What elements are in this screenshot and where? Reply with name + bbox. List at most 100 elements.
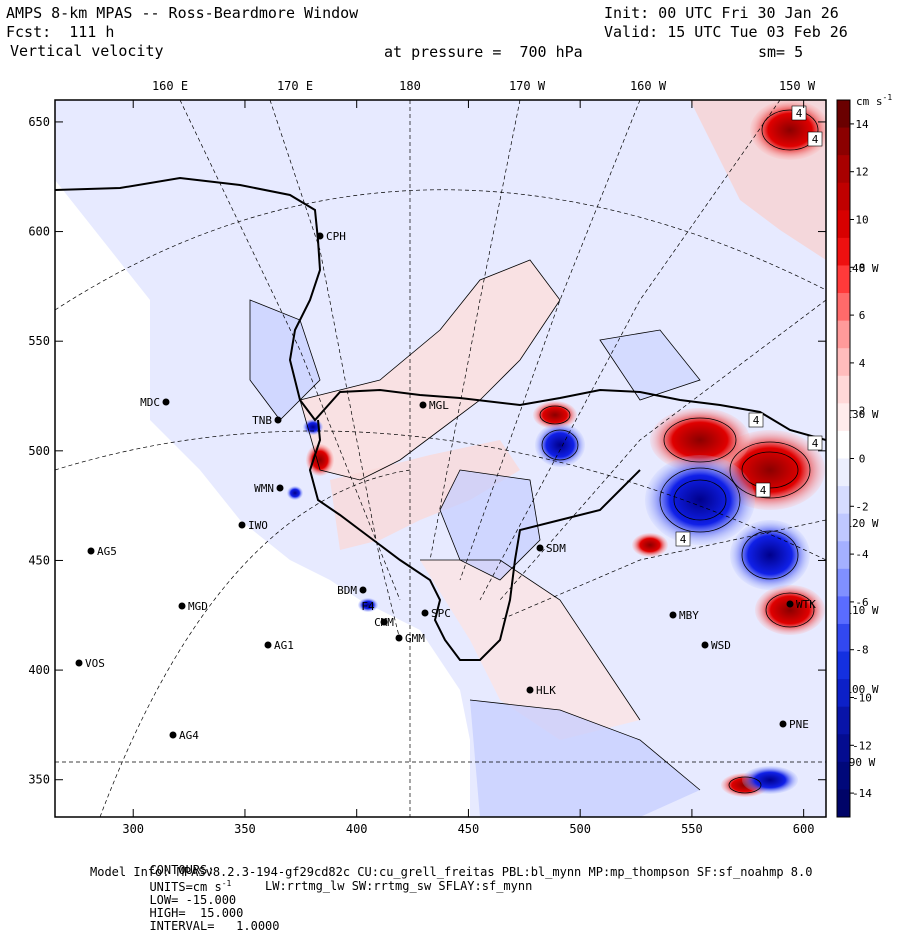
map-title: AMPS 8-km MPAS -- Ross-Beardmore Window xyxy=(6,4,359,22)
x-tick-label: 350 xyxy=(234,822,256,836)
negative-region xyxy=(440,470,540,580)
colorbar-tick-label: -14 xyxy=(852,787,872,800)
right-longitude-label: 140 W xyxy=(845,262,878,275)
colorbar-swatch xyxy=(837,403,850,432)
contour-label-box xyxy=(675,531,691,547)
station-marker xyxy=(162,398,170,406)
contour-low: LOW= -15.000 xyxy=(149,893,237,907)
colorbar-swatch xyxy=(837,568,850,597)
station-label-sdm: SDM xyxy=(546,542,566,555)
colorbar-swatch xyxy=(837,182,850,211)
x-tick-label: 500 xyxy=(569,822,591,836)
right-longitude-label: 130 W xyxy=(845,408,878,421)
station-layer: MDC CPH MGL TNB WMN IWO AG5 MGD AG1 VOS AG4 BDM F4 SP… xyxy=(75,230,816,742)
station-marker xyxy=(536,544,544,552)
colorbar-swatch xyxy=(837,513,850,542)
model-info: Model Info: MPASv8.2.3-194-gf29cd82c CU:… xyxy=(90,865,813,879)
field-name: Vertical velocity xyxy=(10,42,164,60)
colorbar-units: cm s-1 xyxy=(856,93,892,108)
colorbar-swatch xyxy=(837,100,850,129)
colorbar-swatch xyxy=(837,320,850,349)
negative-region xyxy=(470,700,700,817)
valid-time: Valid: 15 UTC Tue 03 Feb 26 xyxy=(604,23,848,41)
updraft-core xyxy=(632,533,668,557)
station-label-pne: PNE xyxy=(789,718,809,731)
colorbar-tick-label: 8 xyxy=(859,261,866,274)
contour-label-box xyxy=(807,435,823,451)
contour-label-box xyxy=(807,131,823,147)
station-label-wsd: WSD xyxy=(711,639,731,652)
smoothing-value: sm= 5 xyxy=(758,43,804,61)
station-label-tnb: TNB xyxy=(252,414,272,427)
colorbar-swatch xyxy=(837,237,850,266)
top-longitude-label: 170 W xyxy=(509,79,546,93)
colorbar-swatch xyxy=(837,789,850,818)
station-marker xyxy=(421,609,429,617)
top-longitude-label: 150 W xyxy=(779,79,816,93)
map-figure: MDC CPH MGL TNB WMN IWO AG5 MGD AG1 VOS AG4 BDM F4 SP… xyxy=(28,79,892,836)
footer-contours: CONTOURS: UNITS=cm s-1 LOW= -15.000 HIGH… xyxy=(135,851,279,933)
station-marker xyxy=(274,416,282,424)
contour-units: UNITS=cm s xyxy=(149,880,222,894)
station-marker xyxy=(87,547,95,555)
colorbar-swatch xyxy=(837,458,850,487)
init-time: Init: 00 UTC Fri 30 Jan 26 xyxy=(604,4,839,22)
y-tick-label: 450 xyxy=(28,553,50,567)
station-marker xyxy=(395,634,403,642)
colorbar-swatch xyxy=(837,265,850,294)
colorbar-swatch xyxy=(837,761,850,790)
y-tick-label: 600 xyxy=(28,225,50,239)
downdraft-core xyxy=(742,766,798,794)
colorbar-swatch xyxy=(837,679,850,708)
station-label-bdm: BDM xyxy=(337,584,357,597)
pressure-level: at pressure = 700 hPa xyxy=(384,43,583,61)
contour-labels: 4 4 4 4 4 4 xyxy=(675,105,823,547)
colorbar-swatch xyxy=(837,155,850,184)
contour-label-box xyxy=(791,105,807,121)
updraft-core xyxy=(306,444,334,476)
colorbar-swatch xyxy=(837,210,850,239)
y-tick-label: 550 xyxy=(28,334,50,348)
contour-label: 4 xyxy=(812,437,819,450)
contour-high: HIGH= 15.000 xyxy=(149,906,244,920)
no-data-region xyxy=(55,180,470,817)
station-label-ag1: AG1 xyxy=(274,639,294,652)
downdraft-core xyxy=(645,455,755,545)
contour-units-exp: -1 xyxy=(221,879,232,888)
colorbar-swatch xyxy=(837,375,850,404)
station-label-gmm: GMM xyxy=(405,632,425,645)
contour-label-box xyxy=(755,482,771,498)
y-tick-label: 350 xyxy=(28,773,50,787)
top-longitude-label: 160 W xyxy=(630,79,667,93)
coastline xyxy=(55,176,826,441)
physics-info: LW:rrtmg_lw SW:rrtmg_sw SFLAY:sf_mynn xyxy=(265,879,533,893)
colorbar-tick-label: -12 xyxy=(852,739,872,752)
station-label-ag4: AG4 xyxy=(179,729,199,742)
station-label-vos: VOS xyxy=(85,657,105,670)
positive-region xyxy=(420,560,640,740)
colorbar-swatch xyxy=(837,706,850,735)
negative-region xyxy=(600,330,700,400)
station-label-mgl: MGL xyxy=(429,399,449,412)
right-longitude-label: 100 W xyxy=(845,683,878,696)
right-longitude-label: 120 W xyxy=(845,517,878,530)
colorbar-tick-label: -8 xyxy=(855,644,868,657)
station-marker xyxy=(75,659,83,667)
colorbar-tick-label: -4 xyxy=(855,548,869,561)
colorbar-tick-label: 4 xyxy=(859,357,866,370)
colorbar-swatch xyxy=(837,623,850,653)
colorbar-tick-label: 0 xyxy=(859,453,866,466)
top-longitude-label: 160 E xyxy=(152,79,188,93)
station-marker xyxy=(238,521,246,529)
station-label-mdc: MDC xyxy=(140,396,160,409)
downdraft-core xyxy=(358,598,378,612)
station-marker xyxy=(701,641,709,649)
coastline xyxy=(308,419,641,661)
station-marker xyxy=(526,686,534,694)
station-label-cph: CPH xyxy=(326,230,346,243)
contour-label: 4 xyxy=(796,107,803,120)
y-tick-label: 650 xyxy=(28,115,50,129)
contour-label: 4 xyxy=(812,133,819,146)
station-marker xyxy=(380,618,388,626)
map-axes: 300 350 400 450 500 550 600 650 600 550 500 450 400 3… xyxy=(28,100,826,836)
